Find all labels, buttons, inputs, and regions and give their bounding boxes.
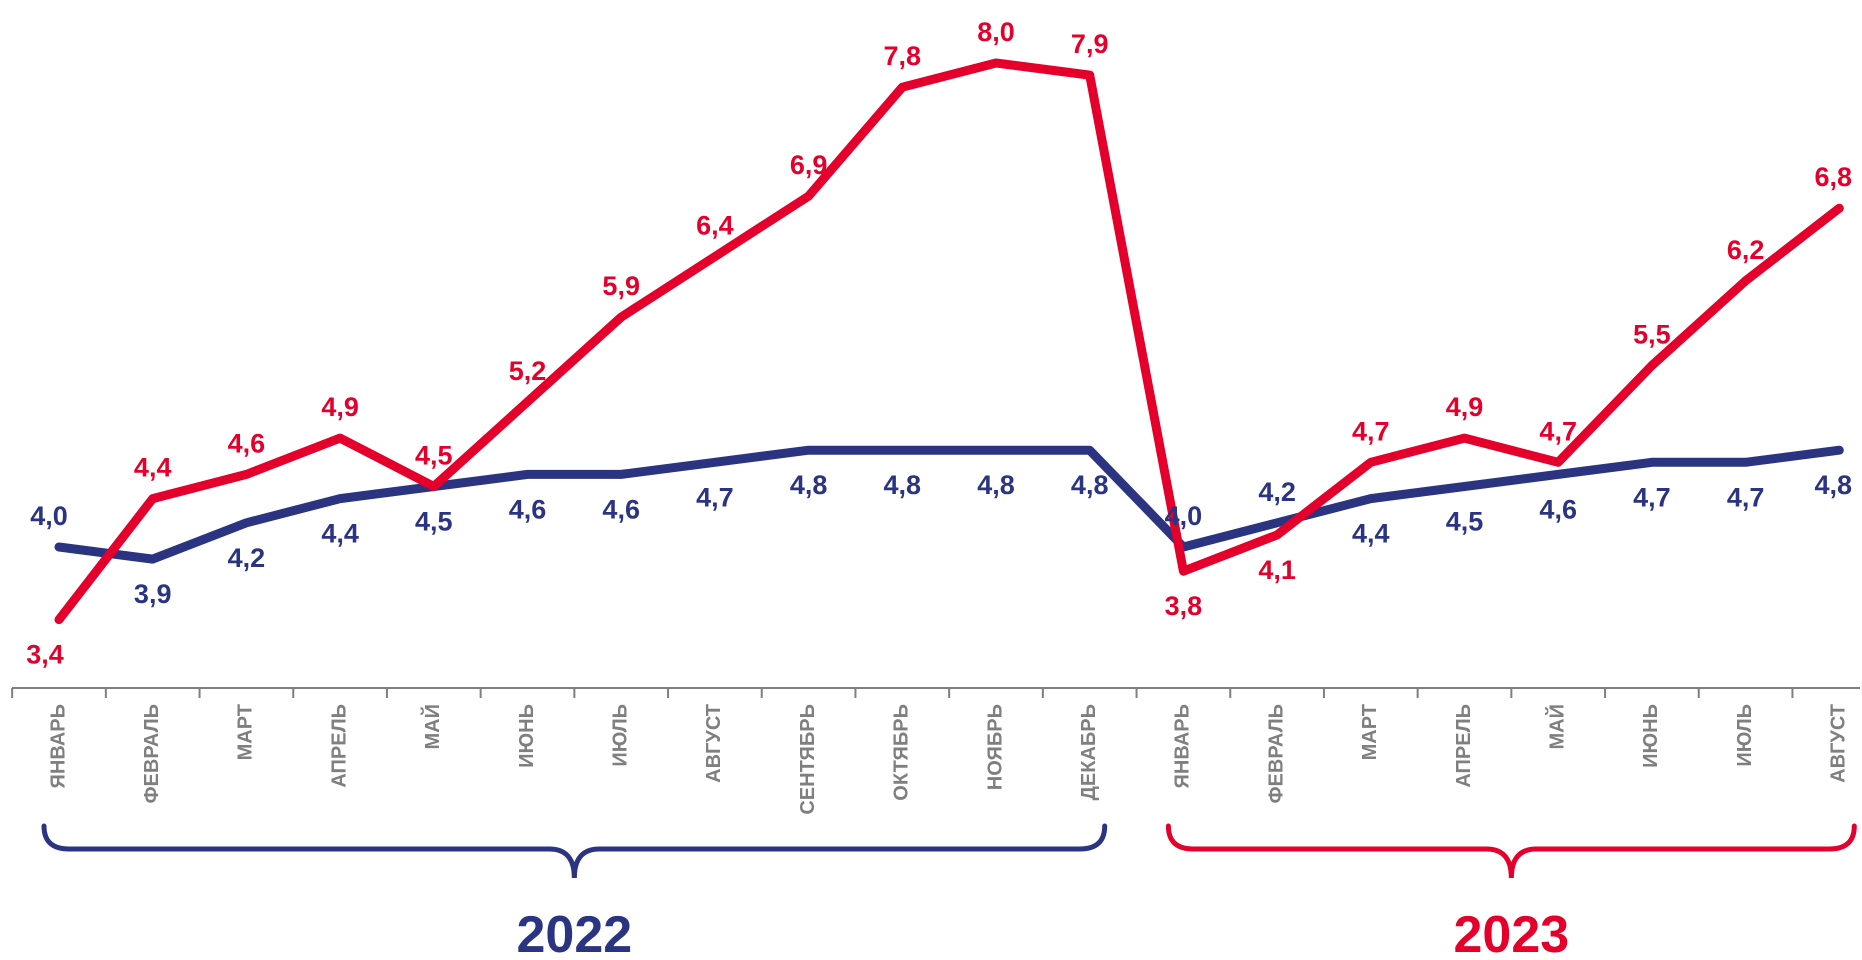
year-brace [1165, 823, 1857, 879]
red-data-label: 4,5 [415, 441, 453, 471]
red-data-label: 4,4 [134, 453, 172, 483]
blue-data-label: 4,7 [1633, 482, 1671, 512]
year-groups: 2022 2023 [41, 823, 1857, 960]
red-data-label: 3,4 [26, 640, 64, 670]
red-data-label: 4,7 [1539, 416, 1577, 446]
red-data-label: 5,5 [1633, 320, 1671, 350]
blue-data-label: 4,4 [321, 519, 359, 549]
blue-data-label: 4,2 [228, 543, 266, 573]
series-red-line [54, 58, 1844, 625]
blue-data-label: 4,7 [1727, 482, 1765, 512]
x-tick-label: АВГУСТ [1828, 704, 1850, 783]
blue-data-label: 4,5 [1446, 507, 1484, 537]
x-tick-label: АПРЕЛЬ [1453, 704, 1475, 788]
x-tick-label: ЯНВАРЬ [1172, 704, 1194, 788]
x-tick-label: ИЮЛЬ [1734, 704, 1756, 767]
red-data-label: 4,7 [1352, 416, 1390, 446]
blue-data-label: 4,0 [30, 501, 68, 531]
blue-data-label: 4,8 [1071, 470, 1109, 500]
x-tick-label: ОКТЯБРЬ [891, 704, 913, 801]
x-tick-label: МАЙ [1544, 704, 1568, 749]
blue-data-label: 4,8 [790, 470, 828, 500]
blue-data-label: 4,0 [1165, 501, 1203, 531]
blue-data-label: 3,9 [134, 579, 172, 609]
red-data-label: 5,9 [602, 271, 640, 301]
x-tick-label: ЯНВАРЬ [47, 704, 69, 788]
red-data-label: 4,9 [1446, 392, 1484, 422]
red-data-label: 6,2 [1727, 235, 1765, 265]
data-labels: 3,4 4,0 4,4 3,9 4,6 4,2 4,9 4,4 4,5 4,5 5,2 4,6 5,9 4… [26, 17, 1852, 670]
red-data-label: 6,9 [790, 150, 828, 180]
red-data-label: 6,8 [1815, 162, 1853, 192]
x-tick-label: МАРТ [1359, 704, 1381, 760]
x-tick-label: АПРЕЛЬ [328, 704, 350, 788]
x-tick-label: ФЕВРАЛЬ [1265, 704, 1287, 804]
red-data-label: 7,9 [1071, 29, 1109, 59]
red-data-label: 6,4 [696, 211, 734, 241]
x-tick-label: МАЙ [420, 704, 444, 749]
blue-data-label: 4,2 [1258, 477, 1296, 507]
red-data-label: 4,1 [1258, 555, 1296, 585]
plot-area [54, 58, 1844, 625]
x-tick-label: ИЮНЬ [516, 704, 538, 768]
blue-data-label: 4,8 [884, 470, 922, 500]
x-axis: ЯНВАРЬ ФЕВРАЛЬ МАРТ АПРЕЛЬ МАЙ ИЮНЬ ИЮЛЬ АВГУСТ… [11, 687, 1860, 815]
blue-data-label: 4,5 [415, 507, 453, 537]
x-tick-label: МАРТ [235, 704, 257, 760]
red-data-label: 4,9 [321, 392, 359, 422]
x-tick-label: НОЯБРЬ [984, 704, 1006, 790]
blue-data-label: 4,7 [696, 482, 734, 512]
red-data-label: 5,2 [509, 356, 547, 386]
blue-data-label: 4,8 [977, 470, 1015, 500]
series-blue-line [54, 445, 1844, 564]
x-tick-label: СЕНТЯБРЬ [797, 704, 819, 815]
red-data-label: 7,8 [884, 41, 922, 71]
blue-data-label: 4,8 [1815, 470, 1853, 500]
x-tick-label: ФЕВРАЛЬ [141, 704, 163, 804]
blue-data-label: 4,6 [1539, 494, 1577, 524]
red-data-label: 3,8 [1165, 591, 1203, 621]
year-label: 2022 [517, 906, 633, 960]
blue-data-label: 4,6 [602, 494, 640, 524]
year-brace [41, 823, 1108, 879]
red-data-label: 8,0 [977, 17, 1015, 47]
x-tick-label: ИЮЛЬ [609, 704, 631, 767]
x-tick-label: ИЮНЬ [1640, 704, 1662, 768]
blue-data-label: 4,4 [1352, 519, 1390, 549]
blue-data-label: 4,6 [509, 494, 547, 524]
x-tick-label: ДЕКАБРЬ [1078, 704, 1100, 800]
year-label: 2023 [1454, 906, 1570, 960]
red-data-label: 4,6 [228, 428, 266, 458]
x-tick-label: АВГУСТ [703, 704, 725, 783]
